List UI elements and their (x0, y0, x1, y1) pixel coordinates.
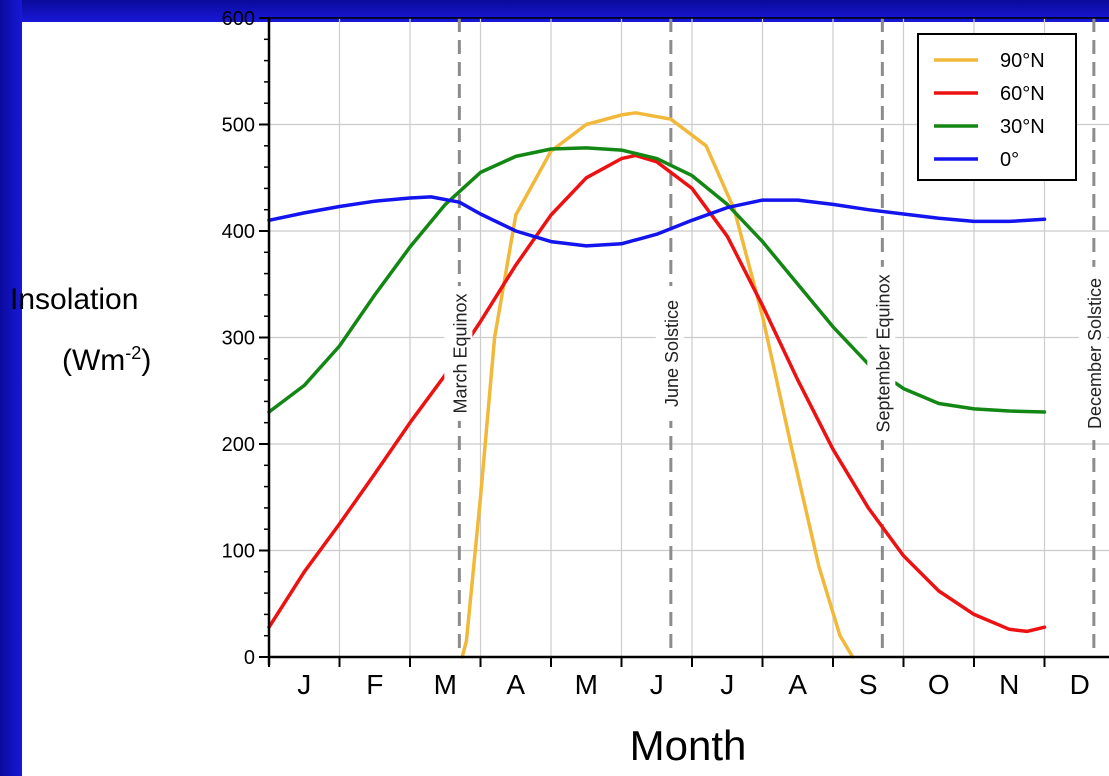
marker-label-bg (655, 286, 684, 421)
x-tick-label: A (506, 669, 525, 700)
x-axis-label: Month (630, 722, 747, 769)
marker-label-group: December Solstice (1078, 266, 1107, 441)
series-line (267, 195, 1047, 248)
legend-label: 30°N (1000, 116, 1045, 138)
x-tick-label: M (575, 669, 598, 700)
legend-label: 90°N (1000, 50, 1045, 72)
x-tick-label: N (999, 669, 1019, 700)
slide-top-border (0, 0, 1109, 22)
y-tick-label: 300 (222, 328, 255, 350)
series-line (267, 146, 1047, 414)
marker-label: September Equinox (873, 274, 893, 432)
y-tick-label: 200 (222, 434, 255, 456)
y-axis-unit-base: (Wm (62, 344, 126, 377)
marker-label-group: September Equinox (867, 266, 896, 441)
y-axis-unit-close: ) (141, 344, 152, 377)
y-axis-label: Insolation (10, 283, 139, 316)
legend: 90°N 60°N 30°N 0° (917, 33, 1077, 181)
x-tick-label: S (859, 669, 878, 700)
x-tick-label: J (650, 669, 664, 700)
axes: 0 100 200 300 400 500 600 J F M A M J J A S O N D (222, 8, 1109, 700)
y-axis-unit-exponent: -2 (125, 343, 142, 363)
legend-label: 0° (1000, 149, 1019, 171)
marker-label: June Solstice (662, 300, 682, 407)
y-tick-label: 0 (244, 647, 255, 669)
marker-label-bg (867, 266, 896, 441)
series-lines (267, 111, 1047, 659)
y-tick-label: 400 (222, 221, 255, 243)
marker-label-group: June Solstice (655, 286, 684, 421)
y-tick-label: 600 (222, 8, 255, 30)
marker-label-group: March Equinox (444, 286, 473, 421)
legend-label: 60°N (1000, 83, 1045, 105)
series-line (460, 111, 855, 659)
x-tick-label: M (434, 669, 457, 700)
series-line (267, 153, 1047, 634)
y-tick-label: 500 (222, 115, 255, 137)
slide-left-border (0, 0, 22, 776)
x-tick-label: F (366, 669, 383, 700)
x-tick-label: J (297, 669, 311, 700)
marker-label: March Equinox (450, 293, 470, 413)
marker-label-bg (1078, 266, 1107, 441)
x-tick-label: O (928, 669, 950, 700)
y-tick-label: 100 (222, 541, 255, 563)
x-tick-label: A (788, 669, 807, 700)
x-tick-label: J (720, 669, 734, 700)
marker-label-bg (444, 286, 473, 421)
x-tick-label: D (1070, 669, 1090, 700)
y-axis-unit: (Wm-2) (62, 343, 151, 378)
marker-label: December Solstice (1085, 278, 1105, 429)
